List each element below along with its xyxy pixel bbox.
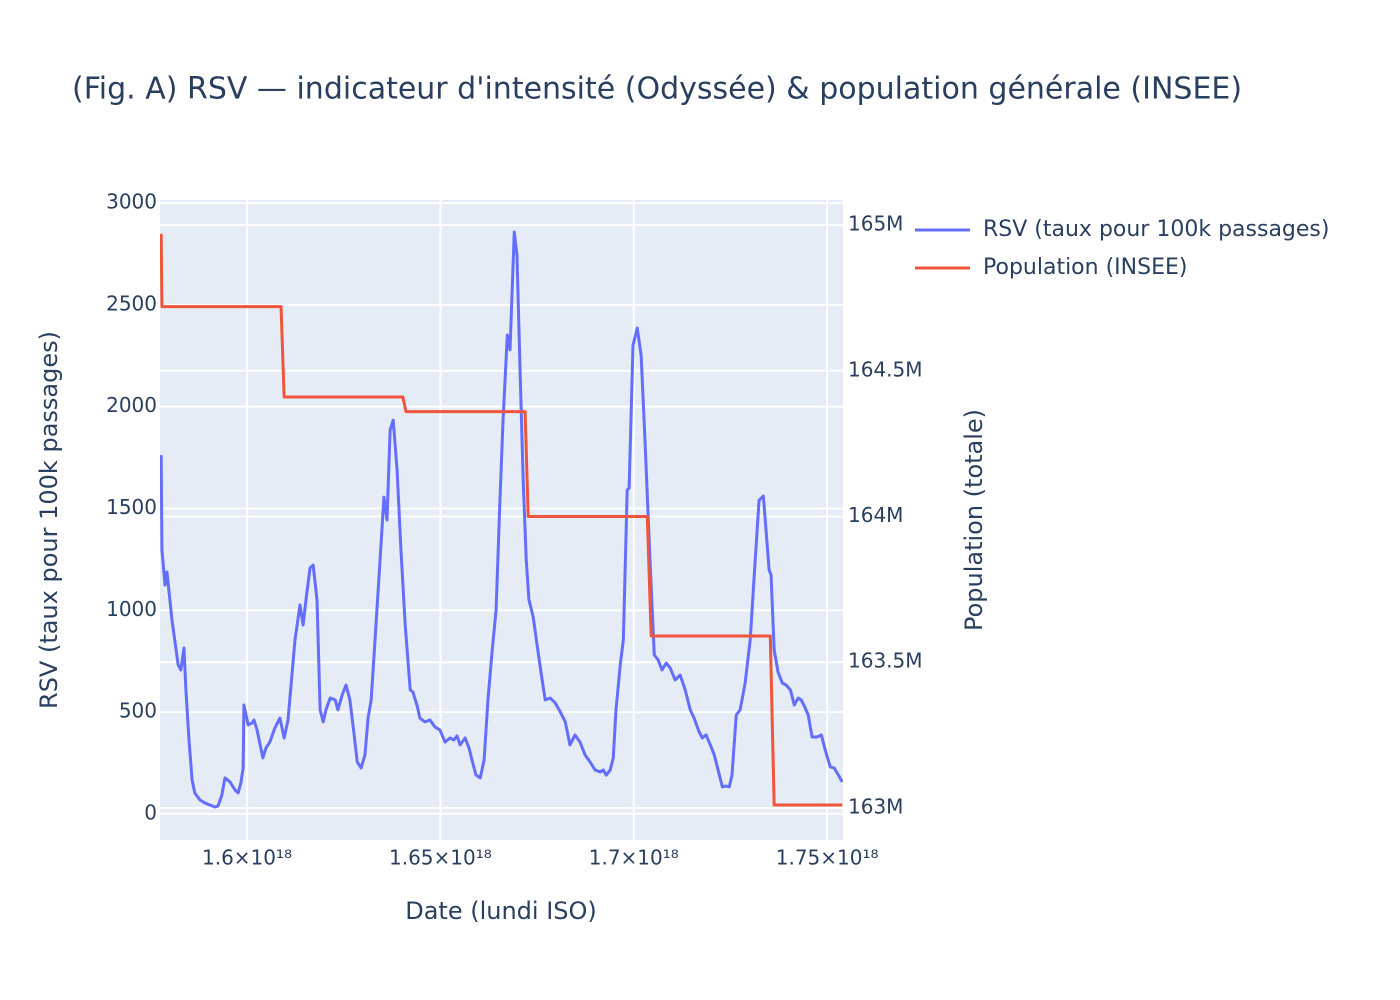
lines bbox=[160, 230, 843, 809]
chart-title: (Fig. A) RSV — indicateur d'intensité (O… bbox=[72, 72, 1242, 107]
y-tick-label: 0 bbox=[144, 800, 157, 824]
y-tick-label: 2000 bbox=[106, 393, 157, 417]
legend-label: Population (INSEE) bbox=[983, 255, 1187, 280]
y-tick-label: 500 bbox=[119, 699, 157, 723]
plot-background bbox=[160, 200, 843, 840]
x-tick-label: 1.65×10¹⁸ bbox=[389, 846, 492, 870]
y-tick-label: 3000 bbox=[106, 190, 157, 214]
x-tick-label: 1.6×10¹⁸ bbox=[202, 846, 292, 870]
y2-tick-label: 164M bbox=[848, 503, 903, 527]
y2-axis-title: Population (totale) bbox=[960, 409, 988, 631]
legend: RSV (taux pour 100k passages) Population … bbox=[915, 217, 1329, 280]
y-axis-title: RSV (taux pour 100k passages) bbox=[35, 331, 63, 709]
y2-tick-label: 165M bbox=[848, 212, 903, 236]
legend-label: RSV (taux pour 100k passages) bbox=[983, 217, 1329, 242]
y-tick-label: 1000 bbox=[106, 597, 157, 621]
x-axis-title: Date (lundi ISO) bbox=[405, 897, 597, 925]
series-line bbox=[160, 233, 843, 807]
x-tick-label: 1.75×10¹⁸ bbox=[776, 846, 879, 870]
x-tick-label: 1.7×10¹⁸ bbox=[589, 846, 679, 870]
series-line bbox=[160, 230, 843, 809]
y2-tick-label: 163M bbox=[848, 794, 903, 818]
y-tick-label: 1500 bbox=[106, 495, 157, 519]
y2-tick-label: 163.5M bbox=[848, 649, 923, 673]
y2-tick-label: 164.5M bbox=[848, 357, 923, 381]
grid bbox=[160, 200, 843, 840]
y-tick-label: 2500 bbox=[106, 291, 157, 315]
